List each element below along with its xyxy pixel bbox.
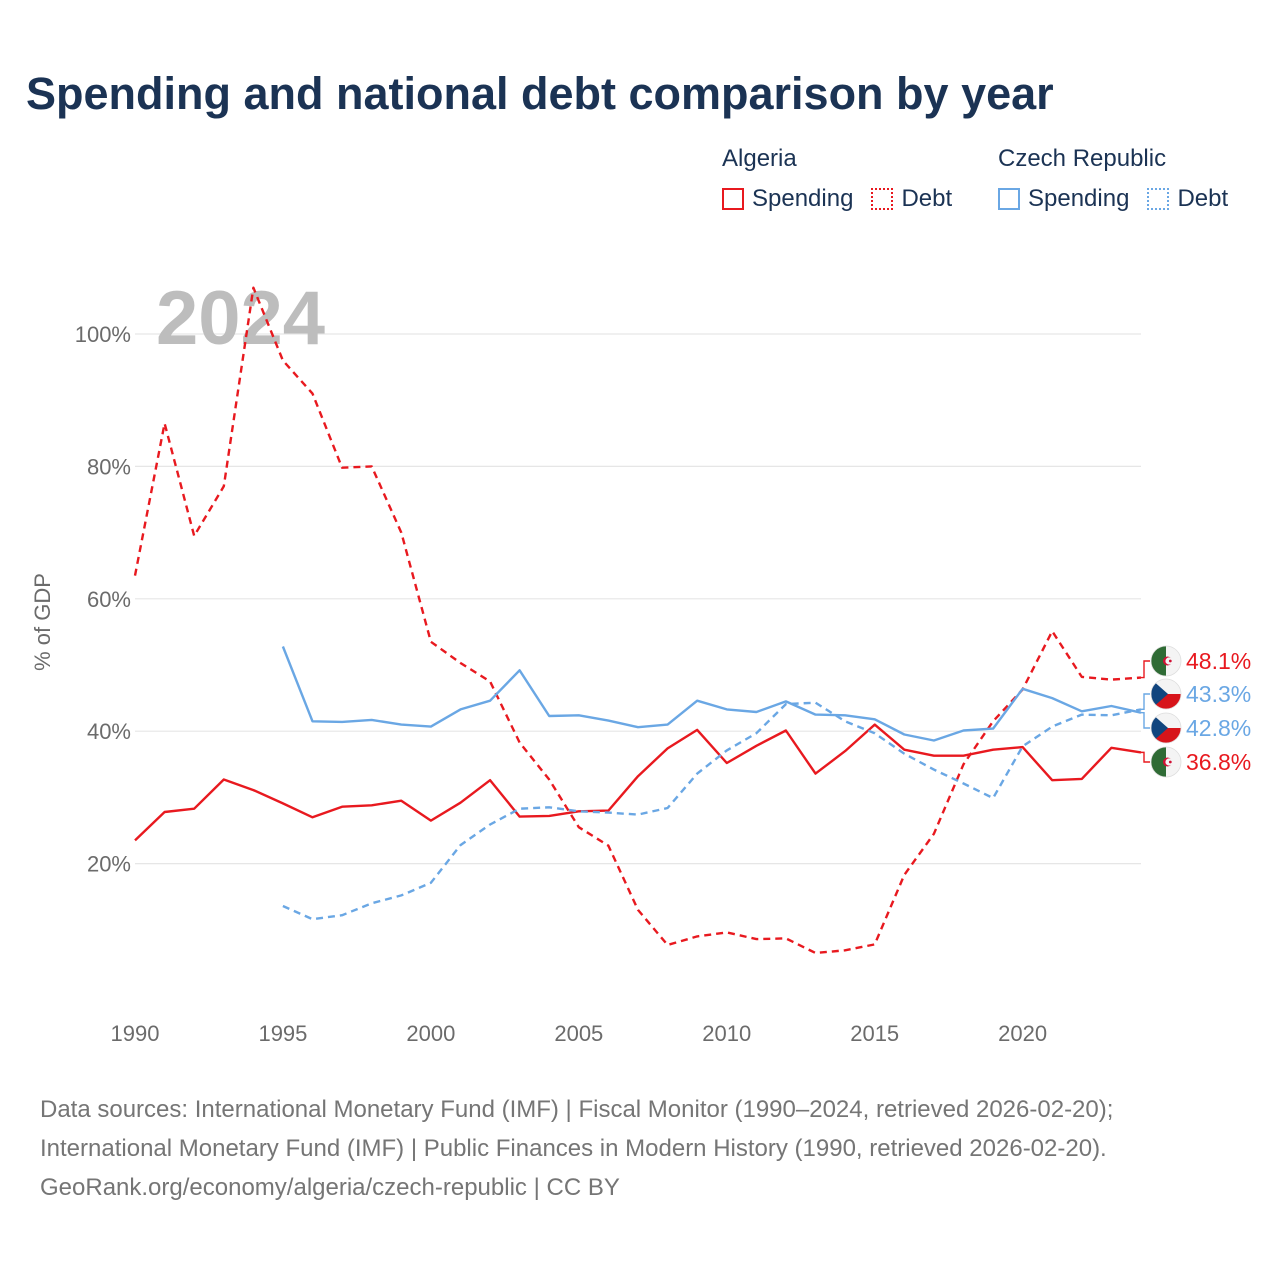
end-label-connector (1141, 660, 1150, 679)
end-label-group: 42.8% (1141, 711, 1251, 744)
legend-swatch-algeria-spending (722, 188, 744, 210)
y-tick-label: 40% (87, 719, 131, 744)
end-label-connector (1141, 751, 1150, 763)
y-tick-label: 20% (87, 852, 131, 877)
end-label-group: 43.3% (1141, 678, 1251, 711)
x-tick-label: 1995 (258, 1021, 307, 1046)
legend-swatch-czech-debt (1147, 188, 1170, 210)
series-lines (133, 286, 1142, 955)
algeria-flag-icon (1150, 746, 1182, 778)
legend-item-czech-debt[interactable]: Debt (1147, 186, 1228, 212)
legend-group-algeria: Algeria Spending Debt (722, 144, 970, 212)
source-note: Data sources: International Monetary Fun… (40, 1090, 1113, 1207)
end-label-group: 36.8% (1141, 746, 1251, 778)
legend-item-algeria-debt[interactable]: Debt (871, 186, 952, 212)
end-label-group: 48.1% (1141, 645, 1251, 679)
source-line-2: International Monetary Fund (IMF) | Publ… (40, 1135, 1107, 1162)
czech-flag-icon (1150, 678, 1182, 710)
end-value-label: 36.8% (1186, 749, 1251, 775)
x-tick-label: 2010 (702, 1021, 751, 1046)
czech-flag-icon (1150, 712, 1182, 744)
series-line-czech-republic-spending[interactable] (281, 646, 1142, 742)
series-line-algeria-spending[interactable] (134, 723, 1142, 842)
end-label-connector (1141, 711, 1150, 729)
end-value-label: 48.1% (1186, 648, 1251, 674)
x-tick-label: 2005 (554, 1021, 603, 1046)
y-tick-label: 100% (75, 322, 131, 347)
source-line-1: Data sources: International Monetary Fun… (40, 1096, 1114, 1123)
algeria-flag-icon (1150, 645, 1182, 677)
legend-label-czech-spending: Spending (1028, 185, 1130, 212)
end-value-label: 42.8% (1186, 715, 1251, 741)
x-tick-label: 2015 (850, 1021, 899, 1046)
legend-label-czech-debt: Debt (1177, 185, 1229, 212)
series-line-czech-republic-debt[interactable] (282, 701, 1142, 921)
legend-swatch-czech-spending (998, 188, 1020, 210)
chart-title: Spending and national debt comparison by… (26, 68, 1054, 119)
x-tick-label: 1990 (111, 1021, 160, 1046)
series-line-algeria-debt[interactable] (133, 286, 1142, 955)
year-watermark-layer: 2024 (156, 276, 325, 361)
y-tick-label: 60% (87, 587, 131, 612)
end-value-label: 43.3% (1186, 681, 1251, 707)
end-labels: 48.1% 43.3% 42.8% 36.8% (1141, 645, 1251, 778)
legend-group-title-czech-republic: Czech Republic (998, 145, 1167, 172)
end-label-connector (1141, 693, 1150, 711)
legend-label-algeria-spending: Spending (752, 185, 854, 212)
gridlines (135, 333, 1141, 865)
legend-label-algeria-debt: Debt (901, 185, 953, 212)
legend-group-czech-republic: Czech Republic Spending Debt (998, 144, 1246, 212)
source-line-3[interactable]: GeoRank.org/economy/algeria/czech-republ… (40, 1174, 620, 1201)
legend-swatch-algeria-debt (871, 188, 894, 210)
y-axis-label: % of GDP (30, 573, 55, 671)
year-watermark: 2024 (156, 276, 325, 361)
legend-item-algeria-spending[interactable]: Spending (722, 186, 853, 212)
legend-group-title-algeria: Algeria (722, 145, 797, 172)
x-tick-label: 2000 (406, 1021, 455, 1046)
legend-item-czech-spending[interactable]: Spending (998, 186, 1129, 212)
axes: 20% 40% 60% 80% 100% 1990 1995 2000 2005 2010 2015… (30, 322, 1047, 1046)
x-tick-label: 2020 (998, 1021, 1047, 1046)
y-tick-label: 80% (87, 454, 131, 479)
